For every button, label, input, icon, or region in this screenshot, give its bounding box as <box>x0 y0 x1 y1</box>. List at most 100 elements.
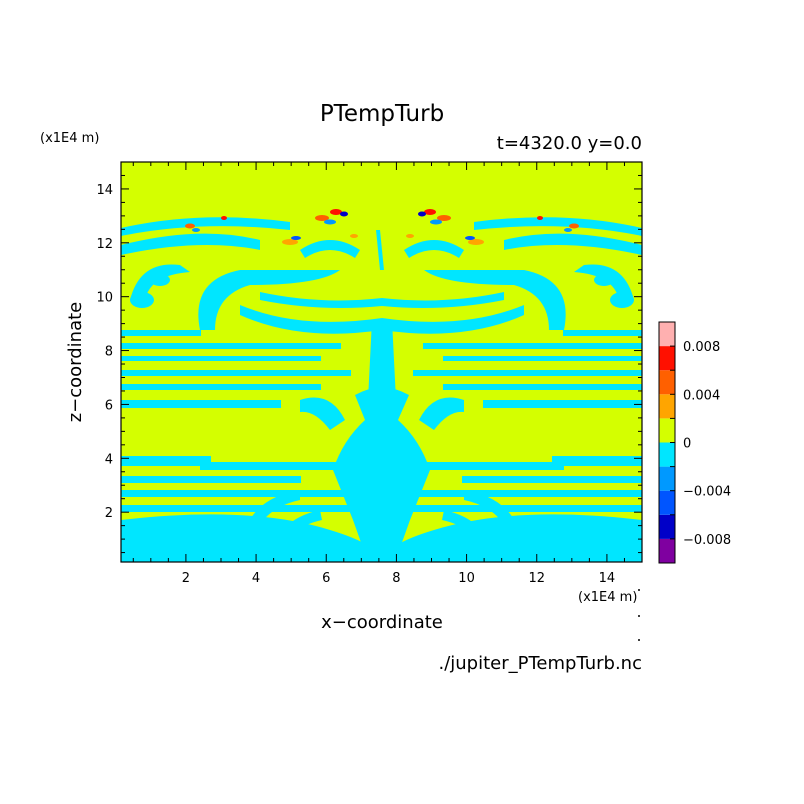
heatmap-patch <box>240 490 300 560</box>
heatmap-patch <box>150 274 170 286</box>
marker-dot <box>638 639 640 641</box>
spot-lightblue <box>430 219 442 225</box>
y-tick-label: 10 <box>96 291 113 306</box>
heatmap-patch <box>423 343 642 349</box>
heatmap-patch <box>504 233 642 255</box>
heatmap-patch <box>130 264 190 300</box>
heatmap-patch <box>464 490 524 560</box>
colorbar-swatch <box>659 322 675 347</box>
heatmap-spots <box>185 209 579 245</box>
heatmap-patch <box>333 387 430 562</box>
heatmap-patch <box>121 384 321 390</box>
spot-blue <box>465 236 475 240</box>
spot-lightblue <box>192 228 200 232</box>
heatmap-patch <box>574 264 634 300</box>
heatmap-patch <box>121 400 281 408</box>
heatmap-patch <box>610 292 634 308</box>
heatmap-patch <box>483 400 642 408</box>
spot-lightblue <box>324 219 336 225</box>
y-tick-label: 4 <box>105 452 113 467</box>
heatmap-patch <box>424 462 564 470</box>
spot-orange <box>315 215 329 221</box>
colorbar: 0.008 0.004 0 −0.004 −0.008 <box>658 321 731 564</box>
heatmap-patch <box>121 476 301 483</box>
heatmap-patch <box>300 240 360 258</box>
heatmap-patch <box>121 233 260 255</box>
spot-orange <box>468 239 484 245</box>
heatmap-patch <box>552 456 642 466</box>
heatmap-patch <box>424 270 566 330</box>
y-tick-label: 8 <box>105 345 113 360</box>
x-tick-label: 14 <box>599 571 616 586</box>
plot-frame <box>120 161 643 563</box>
colorbar-label: 0.004 <box>683 388 720 403</box>
colorbar-swatch <box>659 370 675 395</box>
heatmap-patch <box>240 305 524 334</box>
x-tick-label: 4 <box>252 571 260 586</box>
spot-orange <box>185 223 195 229</box>
y-tick-label: 6 <box>105 398 113 413</box>
colorbar-swatch <box>659 538 675 563</box>
source-file-label: ./jupiter_PTempTurb.nc <box>438 653 642 674</box>
heatmap-patch <box>200 462 340 470</box>
spot-orange <box>437 215 451 221</box>
heatmap-patch <box>419 397 464 430</box>
heatmap-patch <box>121 370 351 376</box>
spot-red <box>424 209 436 215</box>
spot-blue <box>418 211 426 217</box>
spot-blue <box>291 236 301 240</box>
x-tick-label: 2 <box>182 571 190 586</box>
heatmap-patch <box>443 384 642 390</box>
heatmap-patch <box>376 230 384 270</box>
x-unit-label: (x1E4 m) <box>578 590 637 605</box>
x-tick-label: 10 <box>458 571 475 586</box>
x-tick-label: 6 <box>322 571 330 586</box>
spot-orange <box>282 239 298 245</box>
heatmap-patch <box>121 343 341 349</box>
colorbar-swatch <box>659 442 675 467</box>
colorbar-label: −0.004 <box>683 485 731 500</box>
chart-title: PTempTurb <box>320 101 444 127</box>
y-tick-label: 2 <box>105 506 113 521</box>
marker-dot <box>638 589 640 591</box>
y-tick-label: 12 <box>96 237 113 252</box>
heatmap-patch <box>368 320 396 400</box>
y-unit-label: (x1E4 m) <box>40 131 99 146</box>
heatmap-patch <box>121 356 321 361</box>
x-axis-label: x−coordinate <box>321 612 443 633</box>
spot-lightblue <box>564 228 572 232</box>
x-tick-label: 8 <box>392 571 400 586</box>
spot-red <box>221 216 227 220</box>
y-axis-label: z−coordinate <box>65 302 86 423</box>
heatmap-patch <box>121 217 290 236</box>
colorbar-swatch <box>659 466 675 491</box>
x-tick-label: 12 <box>528 571 545 586</box>
heatmap-patch <box>300 397 345 430</box>
heatmap-patch <box>594 274 614 286</box>
heatmap-patch <box>462 476 642 483</box>
heatmap-patch <box>442 510 494 560</box>
spot-orange <box>569 223 579 229</box>
heatmap-patch <box>474 217 642 236</box>
heatmap-patch <box>443 356 642 361</box>
heatmap-patch <box>404 240 464 258</box>
spot-orange <box>406 234 414 238</box>
heatmap-patch <box>121 456 211 466</box>
colorbar-label: −0.008 <box>683 533 731 548</box>
marker-dot <box>638 615 640 617</box>
heatmap-patch <box>413 370 642 376</box>
heatmap-patch <box>372 418 392 446</box>
heatmap-patch <box>260 292 504 308</box>
spot-red <box>537 216 543 220</box>
chart-subtitle: t=4320.0 y=0.0 <box>497 133 642 154</box>
spot-orange <box>350 234 358 238</box>
y-tick-label: 14 <box>96 183 113 198</box>
heatmap-patch <box>121 330 201 336</box>
colorbar-swatch <box>659 346 675 371</box>
y-axis: 2 4 6 8 10 12 14 <box>96 174 642 554</box>
colorbar-swatch <box>659 514 675 539</box>
heatmap-patch <box>563 330 642 336</box>
spot-blue <box>340 211 348 217</box>
heatmap-field <box>120 161 643 563</box>
